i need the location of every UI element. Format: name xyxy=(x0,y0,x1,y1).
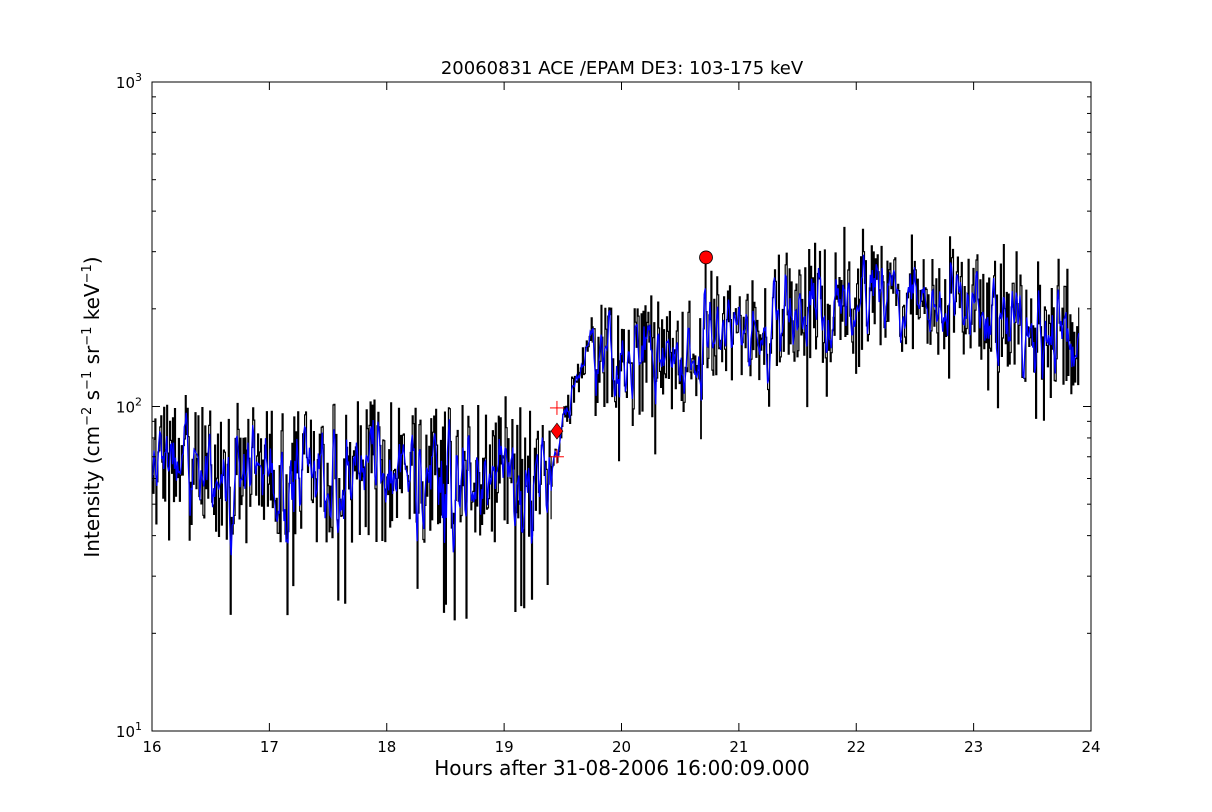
x-tick-label: 20 xyxy=(612,738,631,756)
y-tick-label: 102 xyxy=(116,396,142,417)
x-tick-label: 23 xyxy=(964,738,983,756)
x-tick-label: 16 xyxy=(142,738,161,756)
marker-layer xyxy=(549,250,713,464)
x-tick-label: 21 xyxy=(729,738,748,756)
y-axis-label: Intensity (cm−2 s−1 sr−1 keV−1) xyxy=(80,256,104,557)
onset-bound-marker xyxy=(549,400,564,415)
y-tick-label: 101 xyxy=(116,720,142,741)
chart-title: 20060831 ACE /EPAM DE3: 103-175 keV xyxy=(441,58,804,79)
x-axis: 16 17 18 19 20 21 22 23 24 xyxy=(142,82,1101,756)
y-axis: 101 102 103 xyxy=(116,71,1091,741)
x-axis-label: Hours after 31-08-2006 16:00:09.000 xyxy=(434,756,810,780)
peak-marker xyxy=(699,250,713,265)
x-tick-label: 19 xyxy=(495,738,514,756)
y-tick-label: 103 xyxy=(116,71,142,92)
x-tick-label: 17 xyxy=(260,738,279,756)
x-tick-label: 22 xyxy=(847,738,866,756)
x-tick-label: 18 xyxy=(377,738,396,756)
onset-bound-marker xyxy=(549,449,564,464)
x-tick-label: 24 xyxy=(1081,738,1100,756)
series-smoothed-line xyxy=(152,254,1080,556)
series-layer xyxy=(152,226,1080,621)
onset-marker xyxy=(550,422,564,440)
